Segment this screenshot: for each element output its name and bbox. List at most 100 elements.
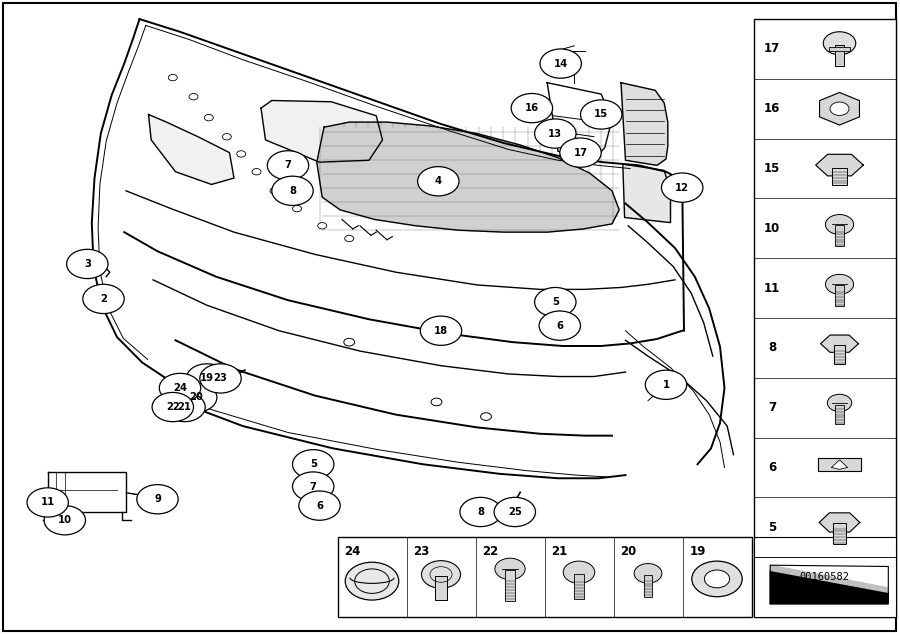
Bar xyxy=(754,537,896,617)
Circle shape xyxy=(824,32,856,55)
Polygon shape xyxy=(820,92,859,125)
Polygon shape xyxy=(621,83,668,165)
Circle shape xyxy=(420,316,462,345)
Bar xyxy=(835,404,844,424)
Text: 24: 24 xyxy=(345,545,361,558)
Bar xyxy=(833,345,845,364)
Text: 4: 4 xyxy=(435,176,442,186)
Text: 6: 6 xyxy=(556,321,563,331)
Circle shape xyxy=(186,364,228,393)
Circle shape xyxy=(270,188,279,194)
Text: 21: 21 xyxy=(552,545,568,558)
Circle shape xyxy=(204,114,213,121)
Polygon shape xyxy=(815,155,863,176)
Polygon shape xyxy=(317,122,619,232)
Bar xyxy=(338,537,752,617)
Text: 13: 13 xyxy=(548,128,562,139)
Circle shape xyxy=(825,274,853,294)
Text: 12: 12 xyxy=(675,183,689,193)
Text: 00160582: 00160582 xyxy=(800,572,850,582)
Circle shape xyxy=(44,506,86,535)
Circle shape xyxy=(481,413,491,420)
Text: 7: 7 xyxy=(284,160,292,170)
Circle shape xyxy=(292,205,302,212)
Ellipse shape xyxy=(431,327,447,335)
Text: 21: 21 xyxy=(177,402,192,412)
Text: 8: 8 xyxy=(289,186,296,196)
Circle shape xyxy=(495,558,525,579)
Polygon shape xyxy=(770,570,888,604)
Circle shape xyxy=(645,370,687,399)
Text: 19: 19 xyxy=(689,545,706,558)
Text: 17: 17 xyxy=(764,43,780,55)
Circle shape xyxy=(511,93,553,123)
Circle shape xyxy=(560,138,601,167)
Circle shape xyxy=(418,167,459,196)
Text: 8: 8 xyxy=(768,342,776,354)
Circle shape xyxy=(237,151,246,157)
Circle shape xyxy=(102,291,114,300)
Circle shape xyxy=(634,563,662,583)
Text: 22: 22 xyxy=(482,545,499,558)
Circle shape xyxy=(318,223,327,229)
Circle shape xyxy=(267,151,309,180)
Circle shape xyxy=(346,562,399,600)
Bar xyxy=(832,523,846,544)
Bar xyxy=(505,570,515,601)
Circle shape xyxy=(460,497,501,527)
Circle shape xyxy=(345,235,354,242)
Polygon shape xyxy=(148,114,234,184)
Bar xyxy=(818,458,861,471)
Text: 20: 20 xyxy=(189,392,203,403)
Text: 16: 16 xyxy=(525,103,539,113)
Text: 23: 23 xyxy=(414,545,430,558)
Circle shape xyxy=(189,93,198,100)
Circle shape xyxy=(825,214,853,235)
Text: 9: 9 xyxy=(154,494,161,504)
Bar xyxy=(832,167,847,185)
Circle shape xyxy=(431,398,442,406)
Circle shape xyxy=(662,173,703,202)
Circle shape xyxy=(421,561,461,588)
Circle shape xyxy=(67,249,108,279)
Circle shape xyxy=(705,570,730,588)
Circle shape xyxy=(159,373,201,403)
Text: 11: 11 xyxy=(764,282,780,294)
Circle shape xyxy=(540,49,581,78)
Text: 22: 22 xyxy=(166,402,180,412)
Text: 15: 15 xyxy=(594,109,608,120)
Text: 6: 6 xyxy=(768,461,776,474)
Text: 25: 25 xyxy=(508,507,522,517)
Text: 23: 23 xyxy=(213,373,228,384)
Circle shape xyxy=(252,169,261,175)
Circle shape xyxy=(535,119,576,148)
Circle shape xyxy=(164,392,205,422)
Text: 14: 14 xyxy=(554,59,568,69)
Circle shape xyxy=(83,284,124,314)
Text: 19: 19 xyxy=(200,373,214,384)
Text: 3: 3 xyxy=(84,259,91,269)
Circle shape xyxy=(137,485,178,514)
Text: 5: 5 xyxy=(552,297,559,307)
Circle shape xyxy=(292,450,334,479)
Circle shape xyxy=(152,392,194,422)
Text: 10: 10 xyxy=(58,515,72,525)
Circle shape xyxy=(176,383,217,412)
Text: 16: 16 xyxy=(764,102,780,115)
Text: 5: 5 xyxy=(310,459,317,469)
Text: 11: 11 xyxy=(40,497,55,508)
Text: 7: 7 xyxy=(768,401,776,414)
Polygon shape xyxy=(832,460,848,469)
Bar xyxy=(644,575,652,597)
Circle shape xyxy=(344,338,355,346)
Text: 7: 7 xyxy=(310,481,317,492)
Circle shape xyxy=(200,364,241,393)
Circle shape xyxy=(692,561,742,597)
Text: 8: 8 xyxy=(477,507,484,517)
Bar xyxy=(435,576,447,600)
Circle shape xyxy=(292,472,334,501)
Bar xyxy=(834,285,844,307)
Circle shape xyxy=(539,311,580,340)
Text: 1: 1 xyxy=(662,380,670,390)
Circle shape xyxy=(494,497,536,527)
